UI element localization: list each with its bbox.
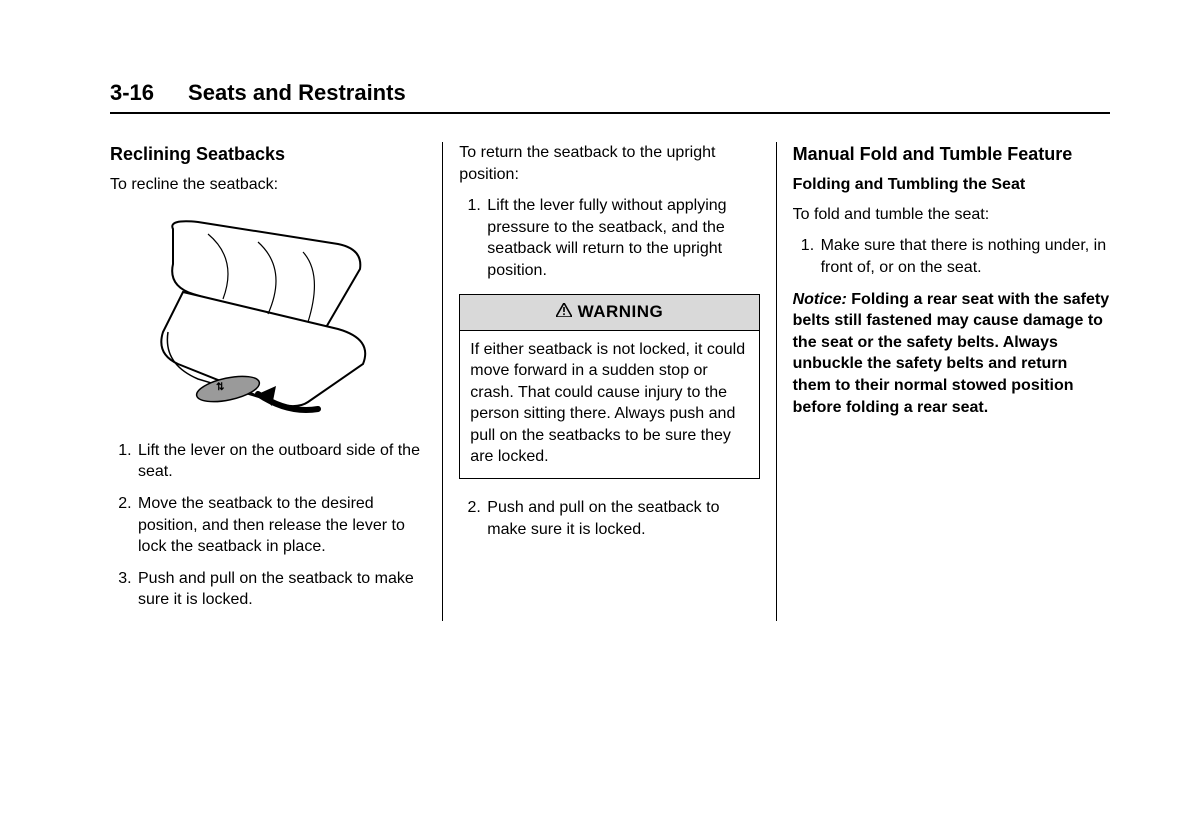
seat-lever-figure: ⇅	[138, 214, 398, 414]
warning-box: WARNING If either seatback is not locked…	[459, 294, 759, 480]
lever-glyph: ⇅	[216, 382, 225, 393]
reclining-heading: Reclining Seatbacks	[110, 142, 426, 166]
warning-label: WARNING	[578, 302, 664, 321]
return-steps-bottom: Push and pull on the seatback to make su…	[459, 497, 759, 540]
seat-illustration-svg: ⇅	[138, 214, 398, 414]
manual-page: 3-16 Seats and Restraints Reclining Seat…	[0, 0, 1200, 661]
warning-triangle-icon	[556, 301, 572, 324]
page-header: 3-16 Seats and Restraints	[110, 80, 1110, 114]
list-item: Make sure that there is nothing under, i…	[819, 235, 1110, 278]
page-number: 3-16	[110, 80, 154, 106]
list-item: Lift the lever fully without applying pr…	[485, 195, 759, 281]
warning-body-text: If either seatback is not locked, it cou…	[460, 331, 758, 479]
fold-tumble-intro: To fold and tumble the seat:	[793, 204, 1110, 226]
notice-body: Folding a rear seat with the safety belt…	[793, 291, 1110, 416]
list-item: Push and pull on the seatback to make su…	[485, 497, 759, 540]
list-item: Push and pull on the seatback to make su…	[136, 568, 426, 611]
reclining-steps: Lift the lever on the outboard side of t…	[110, 440, 426, 611]
notice-paragraph: Notice: Folding a rear seat with the saf…	[793, 289, 1110, 419]
warning-header: WARNING	[460, 295, 758, 331]
notice-label: Notice:	[793, 291, 847, 308]
list-item: Move the seatback to the desired positio…	[136, 493, 426, 558]
return-steps-top: Lift the lever fully without applying pr…	[459, 195, 759, 281]
column-2: To return the seatback to the upright po…	[443, 142, 776, 621]
chapter-title: Seats and Restraints	[188, 80, 406, 106]
fold-tumble-heading: Manual Fold and Tumble Feature	[793, 142, 1110, 166]
column-3: Manual Fold and Tumble Feature Folding a…	[777, 142, 1110, 621]
list-item: Lift the lever on the outboard side of t…	[136, 440, 426, 483]
return-upright-intro: To return the seatback to the upright po…	[459, 142, 759, 185]
fold-tumble-steps: Make sure that there is nothing under, i…	[793, 235, 1110, 278]
column-1: Reclining Seatbacks To recline the seatb…	[110, 142, 443, 621]
three-column-layout: Reclining Seatbacks To recline the seatb…	[110, 142, 1110, 621]
fold-tumble-subheading: Folding and Tumbling the Seat	[793, 174, 1110, 196]
reclining-intro: To recline the seatback:	[110, 174, 426, 196]
